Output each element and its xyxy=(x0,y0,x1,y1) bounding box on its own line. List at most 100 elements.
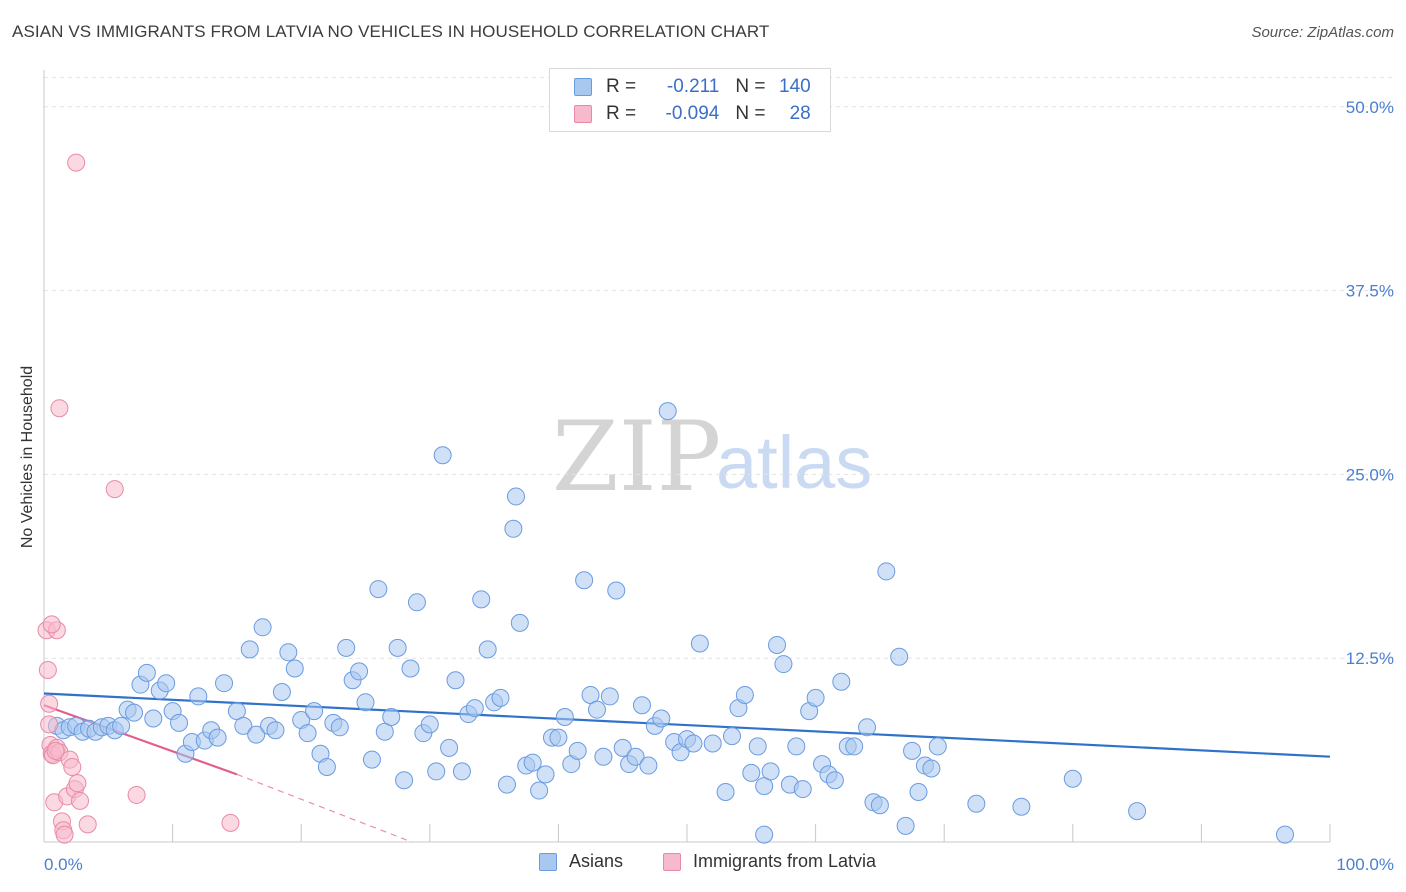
point-asians xyxy=(395,771,414,790)
point-asians xyxy=(607,581,626,600)
point-asians xyxy=(305,702,324,721)
point-latvia xyxy=(50,399,69,418)
point-asians xyxy=(845,737,864,756)
point-latvia xyxy=(55,825,74,844)
point-asians xyxy=(575,571,594,590)
point-latvia xyxy=(221,813,240,832)
point-asians xyxy=(761,762,780,781)
point-asians xyxy=(1012,797,1031,816)
point-asians xyxy=(890,647,909,666)
x-tick-label-min: 0.0% xyxy=(44,855,83,874)
point-asians xyxy=(407,593,426,612)
point-asians xyxy=(208,728,227,747)
point-asians xyxy=(967,794,986,813)
legend-n-value: 140 xyxy=(779,76,811,97)
point-asians xyxy=(735,685,754,704)
point-asians xyxy=(112,716,131,735)
point-asians xyxy=(555,708,574,727)
point-latvia xyxy=(63,758,82,777)
legend-r-label: R = xyxy=(606,76,642,97)
point-asians xyxy=(478,640,497,659)
legend-label-asians: Asians xyxy=(569,851,624,871)
point-asians xyxy=(896,816,915,835)
point-asians xyxy=(536,765,555,784)
point-asians xyxy=(266,721,285,740)
point-asians xyxy=(793,780,812,799)
point-asians xyxy=(684,734,703,753)
point-latvia xyxy=(38,660,57,679)
x-tick-label-max: 100.0% xyxy=(1336,855,1394,874)
point-asians xyxy=(189,687,208,706)
point-asians xyxy=(510,613,529,632)
legend-row-latvia: R = -0.094 N = 28 xyxy=(574,101,811,127)
legend-n-label: N = xyxy=(735,76,771,97)
point-asians xyxy=(658,402,677,421)
data-points xyxy=(37,153,1294,844)
point-asians xyxy=(568,741,587,760)
point-asians xyxy=(382,708,401,727)
y-tick-labels: 12.5% 25.0% 37.5% 50.0% xyxy=(1346,98,1394,668)
point-asians xyxy=(613,738,632,757)
y-tick-label: 50.0% xyxy=(1346,98,1394,117)
legend-swatch-latvia-bottom xyxy=(663,852,681,871)
point-latvia xyxy=(40,715,59,734)
point-latvia xyxy=(105,480,124,499)
y-tick-label: 12.5% xyxy=(1346,649,1394,668)
point-latvia xyxy=(71,791,90,810)
legend-item-latvia: Immigrants from Latvia xyxy=(663,851,876,872)
point-latvia xyxy=(78,815,97,834)
point-asians xyxy=(632,696,651,715)
point-asians xyxy=(497,775,516,794)
point-asians xyxy=(137,663,156,682)
watermark-zip: ZIP xyxy=(552,401,721,513)
point-asians xyxy=(690,634,709,653)
point-asians xyxy=(491,688,510,707)
trend-line-extension xyxy=(236,773,413,843)
point-asians xyxy=(215,674,234,693)
legend-label-latvia: Immigrants from Latvia xyxy=(693,851,877,871)
trend-line-latvia xyxy=(43,704,238,776)
point-asians xyxy=(832,672,851,691)
point-asians xyxy=(1063,769,1082,788)
point-asians xyxy=(587,700,606,719)
point-asians xyxy=(504,519,523,538)
point-asians xyxy=(877,562,896,581)
point-asians xyxy=(600,687,619,706)
point-asians xyxy=(234,716,253,735)
legend-swatch-asians xyxy=(574,78,592,96)
point-asians xyxy=(465,699,484,718)
point-asians xyxy=(446,671,465,690)
point-asians xyxy=(774,655,793,674)
legend-r-value: -0.211 xyxy=(666,76,720,97)
legend-r-value: -0.094 xyxy=(665,103,720,124)
point-asians xyxy=(806,688,825,707)
point-asians xyxy=(356,693,375,712)
point-asians xyxy=(317,758,336,777)
point-asians xyxy=(337,638,356,657)
stats-legend: R = -0.211 N = 140 R = -0.094 N = 28 xyxy=(549,68,831,132)
point-asians xyxy=(362,750,381,769)
point-asians xyxy=(420,715,439,734)
point-asians xyxy=(928,737,947,756)
y-tick-label: 25.0% xyxy=(1346,465,1394,484)
point-asians xyxy=(858,718,877,737)
x-tick-labels: 0.0% 100.0% xyxy=(44,855,1394,874)
point-asians xyxy=(125,703,144,722)
point-asians xyxy=(279,643,298,662)
legend-swatch-latvia xyxy=(574,105,592,123)
point-latvia xyxy=(46,741,65,760)
axes xyxy=(43,70,1331,843)
legend-n-value: 28 xyxy=(789,103,811,124)
legend-swatch-asians-bottom xyxy=(539,852,557,871)
point-asians xyxy=(748,737,767,756)
point-asians xyxy=(922,759,941,778)
point-asians xyxy=(1128,802,1147,821)
point-asians xyxy=(909,783,928,802)
point-asians xyxy=(350,662,369,681)
point-latvia xyxy=(127,785,146,804)
point-asians xyxy=(639,756,658,775)
source-label: Source: ZipAtlas.com xyxy=(1251,24,1394,41)
watermark: ZIP atlas xyxy=(552,401,872,513)
point-asians xyxy=(755,825,774,844)
point-asians xyxy=(272,683,291,702)
